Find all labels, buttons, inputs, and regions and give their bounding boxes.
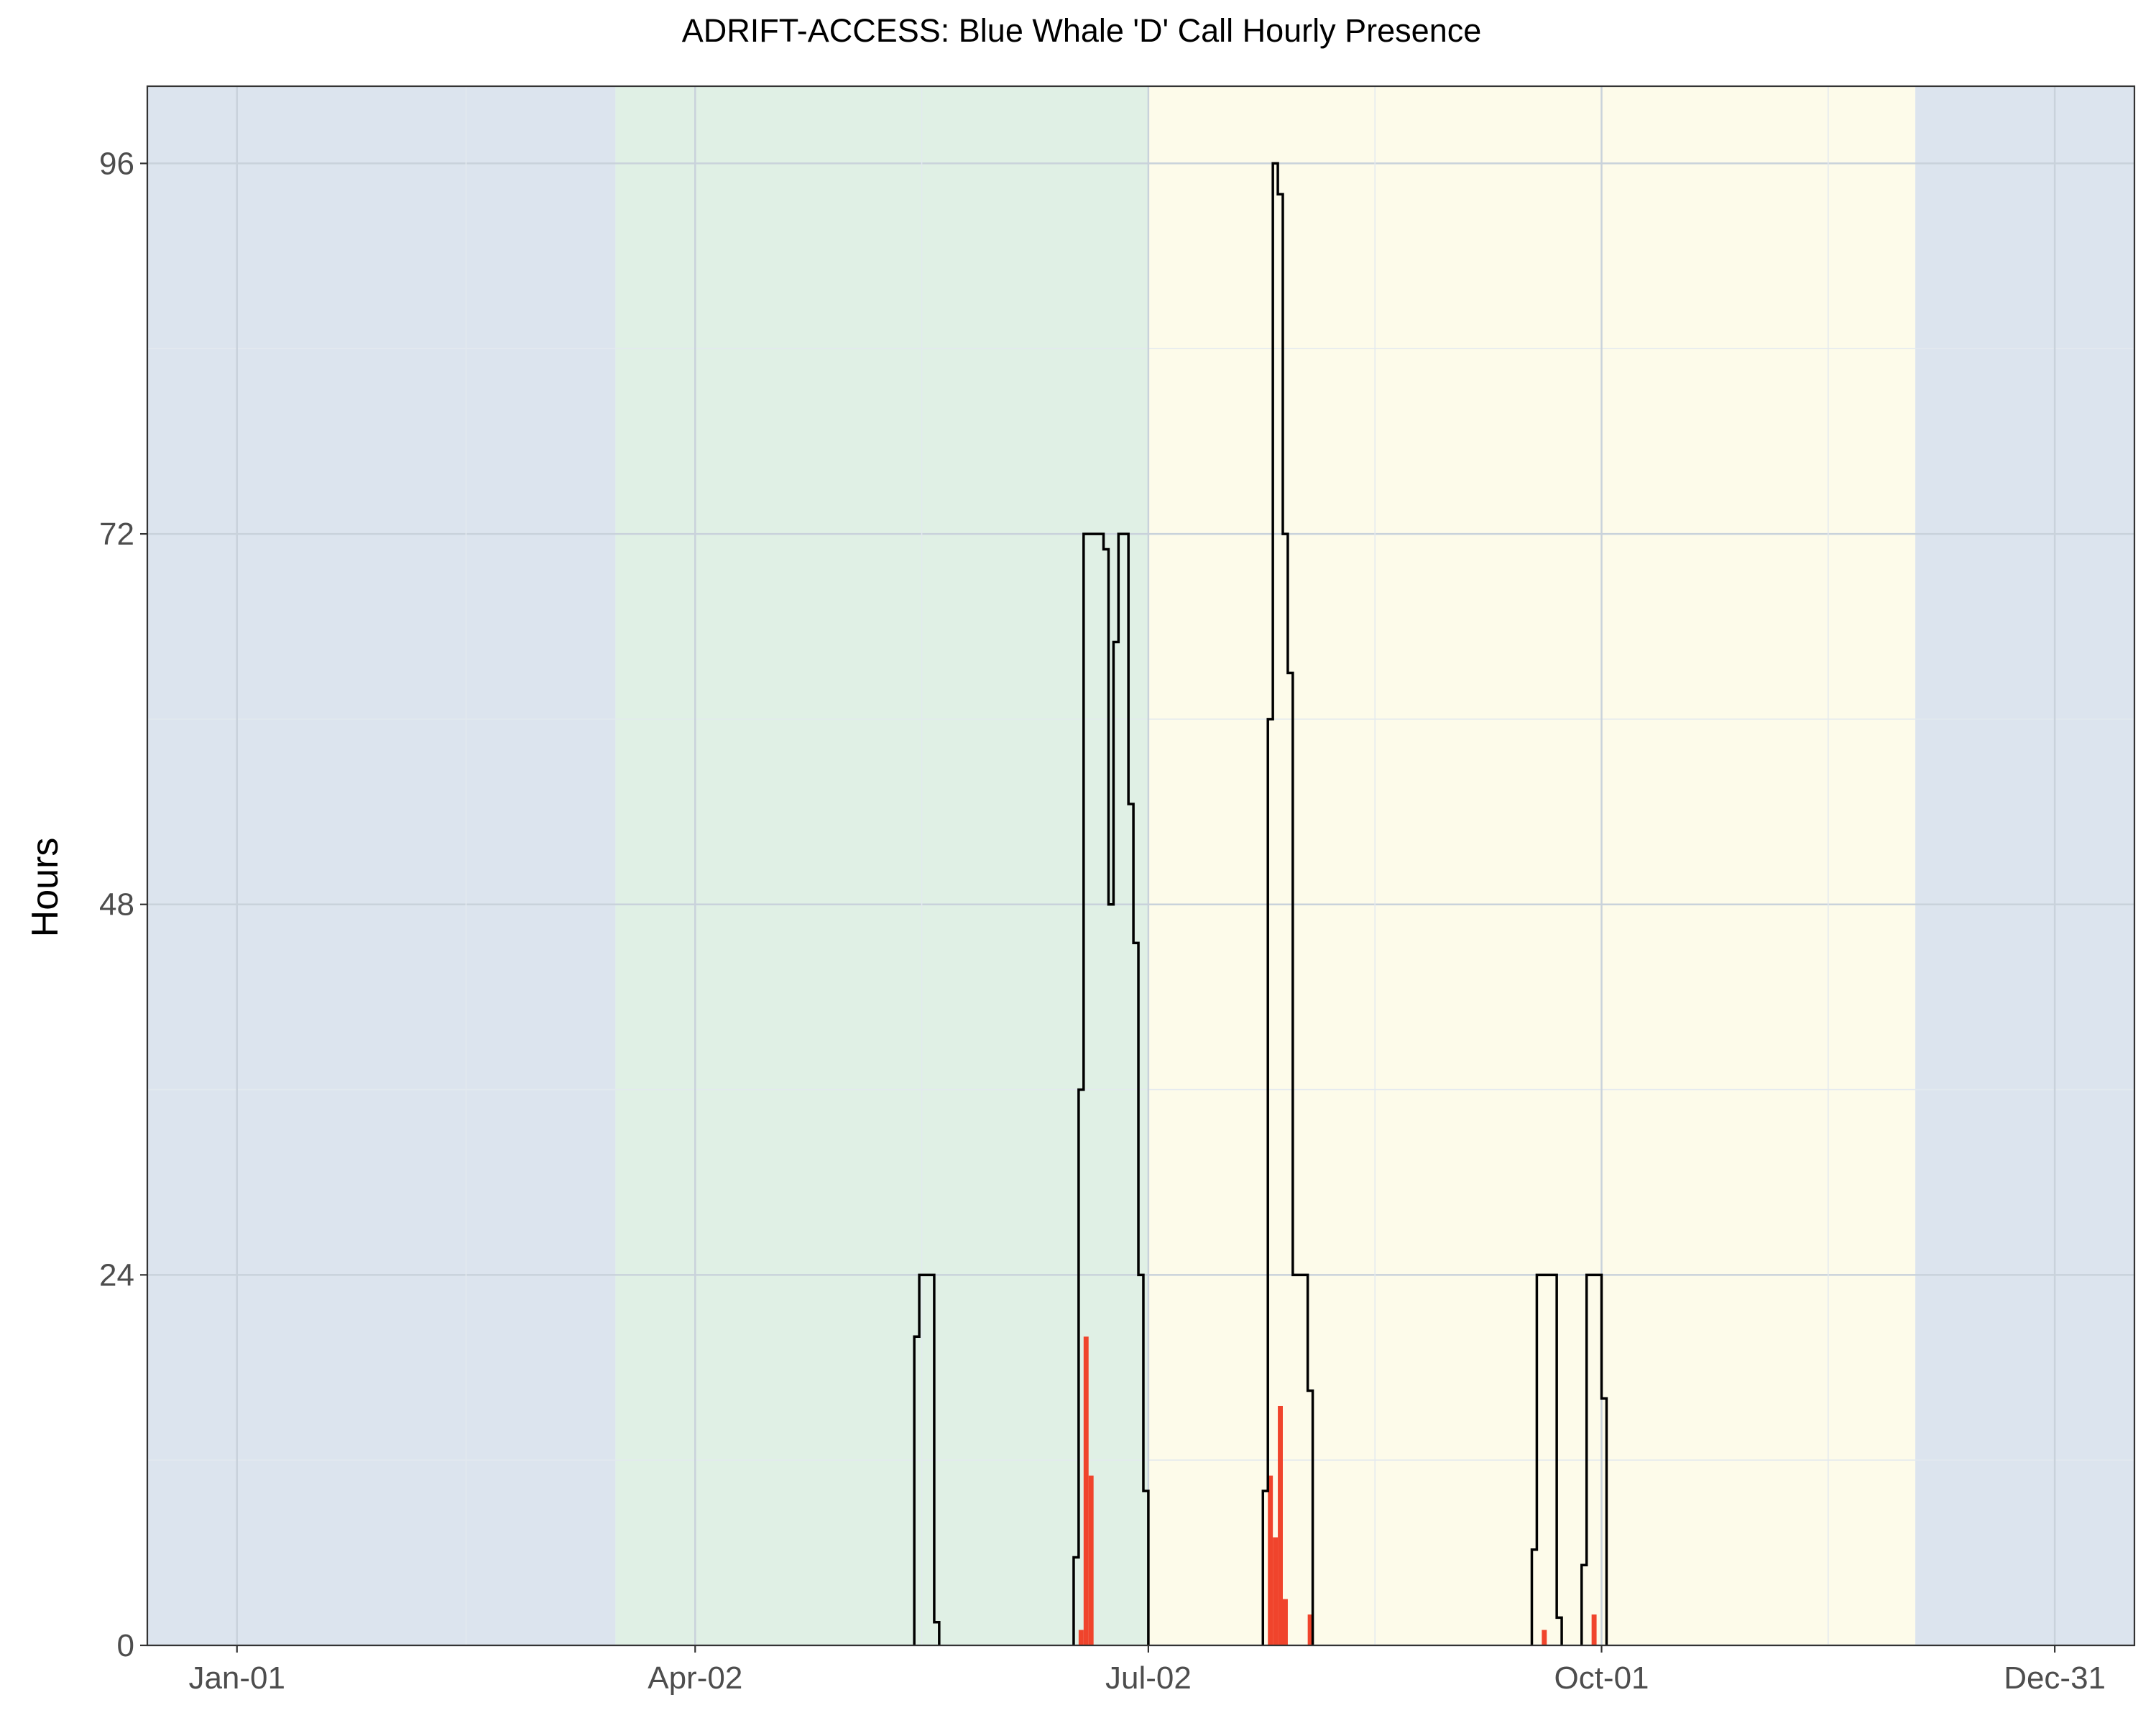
daily-bar — [1083, 1336, 1089, 1645]
daily-bar — [1088, 1475, 1094, 1645]
panel-border — [146, 85, 2136, 1647]
x-tick-label: Oct-01 — [1554, 1660, 1649, 1696]
daily-bar — [1268, 1475, 1273, 1645]
hourly-presence-step-line — [913, 162, 1608, 1645]
y-tick-label: 72 — [99, 517, 134, 552]
y-tick-label: 24 — [99, 1257, 134, 1293]
daily-bar — [1078, 1630, 1084, 1645]
season-band — [1148, 86, 1916, 1645]
x-tick-label: Jul-02 — [1105, 1660, 1192, 1696]
grid-lines — [147, 86, 2134, 1647]
y-tick-label: 96 — [99, 146, 134, 181]
x-tick-label: Apr-02 — [648, 1660, 742, 1696]
daily-bar — [1307, 1614, 1313, 1645]
daily-bar — [1283, 1599, 1288, 1645]
daily-bar — [1273, 1537, 1279, 1645]
y-tick-label: 0 — [117, 1628, 134, 1663]
season-band — [615, 86, 1148, 1645]
daily-bars — [1078, 1336, 1597, 1645]
season-band — [147, 86, 616, 1645]
daily-bar — [1542, 1630, 1547, 1645]
season-band — [1915, 86, 2134, 1645]
x-tick-label: Dec-31 — [2004, 1660, 2106, 1696]
y-tick-label: 48 — [99, 887, 134, 923]
chart-title: ADRIFT-ACCESS: Blue Whale 'D' Call Hourl… — [682, 12, 1482, 49]
season-bands — [147, 86, 2134, 1645]
daily-bar — [1591, 1614, 1597, 1645]
x-tick-label: Jan-01 — [188, 1660, 285, 1696]
y-axis-label: Hours — [24, 838, 66, 938]
daily-bar — [1278, 1405, 1283, 1645]
axes: 0 24 48 72 96 Jan-01 Apr-02 Jul-02 Oct-01 Dec-31 — [99, 146, 2106, 1696]
